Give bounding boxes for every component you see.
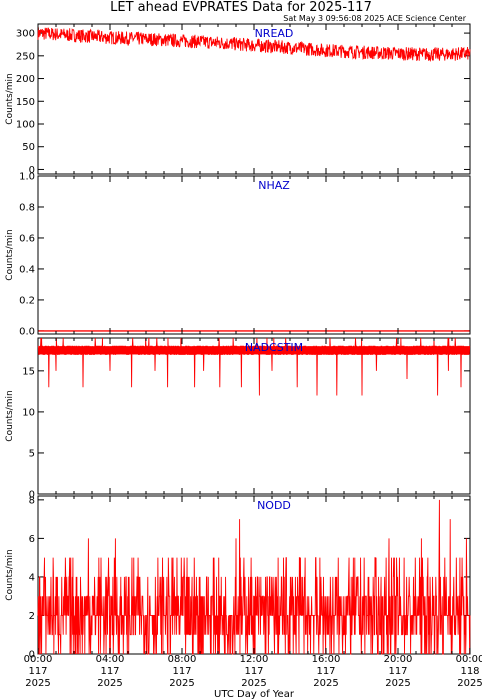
series-label: NADCSTIM xyxy=(245,341,303,354)
x-tick-label: 2025 xyxy=(313,678,338,689)
x-tick-label: 12:00 xyxy=(240,654,269,665)
x-tick-label: 2025 xyxy=(385,678,410,689)
y-tick-label: 250 xyxy=(16,51,35,62)
panel-nodd: 0 2 4 6 8 Counts/min NODD xyxy=(5,495,471,661)
series-label: NREAD xyxy=(255,27,294,40)
x-tick-label: 2025 xyxy=(97,678,122,689)
y-tick-label: 0.6 xyxy=(19,233,35,244)
series-label: NODD xyxy=(257,499,291,512)
y-tick-label: 0.4 xyxy=(19,264,35,275)
y-tick-label: 150 xyxy=(16,97,35,108)
y-tick-label: 0 xyxy=(29,165,35,176)
x-tick-label: 2025 xyxy=(25,678,50,689)
chart-title: LET ahead EVPRATES Data for 2025-117 xyxy=(110,0,372,15)
y-tick-label: 0.0 xyxy=(19,326,35,337)
x-tick-label: 118 xyxy=(460,666,479,677)
x-tick-label: 117 xyxy=(244,666,263,677)
x-tick-label: 117 xyxy=(100,666,119,677)
panel-nread: 0 50 100 150 200 250 300 Counts/min NREAD xyxy=(5,23,471,176)
plot-frame xyxy=(37,175,471,335)
y-tick-label: 0 xyxy=(29,650,35,661)
y-axis-label: Counts/min xyxy=(5,229,15,280)
y-tick-label: 1.0 xyxy=(19,172,35,183)
y-axis-label: Counts/min xyxy=(5,73,15,124)
y-tick-label: 8 xyxy=(29,495,35,506)
series-nodd xyxy=(37,499,471,655)
plot-frame xyxy=(37,337,471,495)
y-tick-label: 200 xyxy=(16,74,35,85)
y-tick-label: 100 xyxy=(16,120,35,131)
y-tick-label: 2 xyxy=(29,611,35,622)
nadcstim-band xyxy=(39,346,469,355)
x-tick-label: 117 xyxy=(28,666,47,677)
y-tick-label: 5 xyxy=(29,448,35,459)
x-tick-label: 2025 xyxy=(241,678,266,689)
x-tick-label: 04:00 xyxy=(96,654,125,665)
x-tick-label: 117 xyxy=(316,666,335,677)
x-tick-label: 16:00 xyxy=(312,654,341,665)
y-tick-label: 15 xyxy=(22,366,35,377)
y-axis-label: Counts/min xyxy=(5,549,15,600)
y-tick-label: 10 xyxy=(22,407,35,418)
panel-nhaz: 0.0 0.2 0.4 0.6 0.8 1.0 Counts/min NHAZ xyxy=(5,172,471,337)
series-nadcstim xyxy=(37,337,471,396)
y-tick-label: 6 xyxy=(29,534,35,545)
x-axis-label: UTC Day of Year xyxy=(214,689,295,700)
x-tick-label: 08:00 xyxy=(168,654,197,665)
y-tick-label: 4 xyxy=(29,572,35,583)
x-tick-label: 2025 xyxy=(169,678,194,689)
panel-nadcstim: 0 5 10 15 Counts/min NADCSTIM xyxy=(5,337,471,501)
x-tick-label: 00:00 xyxy=(24,654,53,665)
series-nread xyxy=(37,27,471,63)
x-tick-label: 2025 xyxy=(457,678,482,689)
y-tick-label: 0 xyxy=(29,490,35,501)
y-axis-label: Counts/min xyxy=(5,390,15,441)
y-tick-label: 50 xyxy=(22,142,35,153)
chart-subtitle: Sat May 3 09:56:08 2025 ACE Science Cent… xyxy=(283,14,466,23)
x-tick-label: 117 xyxy=(388,666,407,677)
y-tick-label: 0.2 xyxy=(19,295,35,306)
x-tick-label: 20:00 xyxy=(384,654,413,665)
y-tick-label: 0.8 xyxy=(19,202,35,213)
x-tick-label: 00:00 xyxy=(456,654,482,665)
y-tick-label: 300 xyxy=(16,29,35,40)
x-tick-label: 117 xyxy=(172,666,191,677)
series-label: NHAZ xyxy=(258,179,290,192)
